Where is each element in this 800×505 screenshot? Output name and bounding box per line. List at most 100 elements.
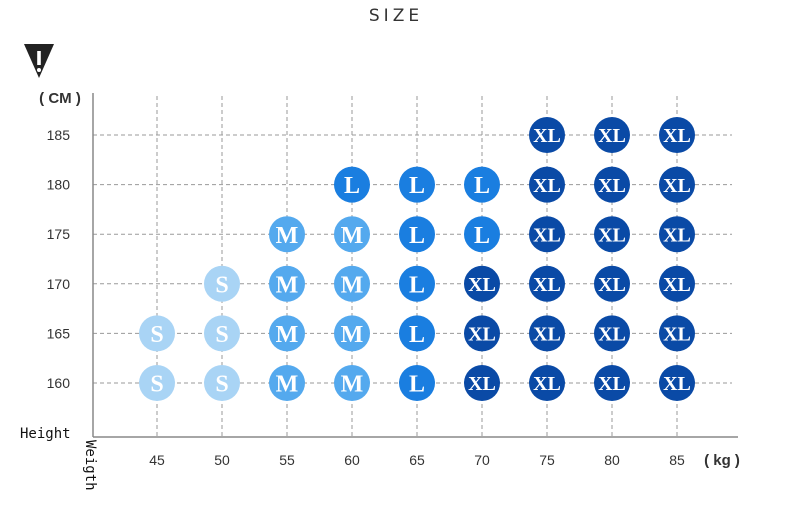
size-marker-label: S: [215, 322, 228, 348]
x-tick-labels: 45 50 55 60 65 70 75 80 85: [149, 452, 685, 468]
size-marker-circle: [399, 216, 435, 253]
size-marker-circle: [659, 216, 695, 253]
size-marker-label: L: [409, 372, 425, 398]
size-marker-label: XL: [598, 373, 626, 395]
size-marker-circle: [204, 265, 240, 302]
size-marker-circle: [139, 315, 175, 352]
size-marker-l: L: [399, 315, 435, 352]
size-marker-xl: XL: [659, 265, 695, 302]
x-tick-label: 85: [669, 452, 685, 468]
size-marker-xl: XL: [594, 315, 630, 352]
size-marker-s: S: [139, 315, 175, 352]
size-marker-xl: XL: [594, 365, 630, 401]
size-marker-circle: [659, 117, 695, 153]
size-marker-circle: [594, 365, 630, 401]
size-marker-label: XL: [533, 373, 561, 395]
size-marker-xl: XL: [659, 365, 695, 401]
size-marker-circle: [659, 265, 695, 302]
y-unit-label: ( CM ): [39, 90, 81, 107]
size-marker-label: L: [409, 322, 425, 348]
size-marker-label: XL: [533, 274, 561, 296]
size-marker-s: S: [139, 365, 175, 401]
size-marker-xl: XL: [529, 365, 565, 401]
size-marker-xl: XL: [594, 117, 630, 153]
size-marker-xl: XL: [529, 166, 565, 203]
size-marker-label: XL: [663, 224, 691, 246]
size-marker-m: M: [269, 216, 305, 253]
size-marker-circle: [594, 315, 630, 352]
size-marker-circle: [464, 315, 500, 352]
size-marker-l: L: [399, 365, 435, 401]
size-marker-label: XL: [533, 175, 561, 197]
y-tick-label: 180: [47, 177, 71, 193]
size-marker-circle: [594, 166, 630, 203]
size-marker-xl: XL: [464, 365, 500, 401]
size-marker-circle: [269, 365, 305, 401]
size-marker-circle: [464, 166, 500, 203]
size-marker-label: XL: [663, 274, 691, 296]
size-marker-label: L: [409, 272, 425, 298]
size-marker-circle: [399, 315, 435, 352]
size-marker-xl: XL: [659, 117, 695, 153]
size-marker-m: M: [334, 315, 370, 352]
size-marker-circle: [529, 365, 565, 401]
size-marker-label: L: [409, 223, 425, 249]
size-marker-circle: [529, 216, 565, 253]
size-marker-label: L: [344, 173, 360, 199]
size-marker-circle: [659, 365, 695, 401]
size-marker-circle: [464, 216, 500, 253]
size-marker-l: L: [399, 166, 435, 203]
size-marker-label: S: [150, 322, 163, 348]
size-marker-label: S: [215, 372, 228, 398]
size-marker-m: M: [269, 315, 305, 352]
size-marker-label: XL: [663, 373, 691, 395]
size-marker-label: M: [276, 223, 299, 249]
size-marker-xl: XL: [529, 265, 565, 302]
size-marker-s: S: [204, 315, 240, 352]
size-markers: S S M M L XL XL XL XLS S M M L XL XL XL XLS M M L XL XL XL XLM M…: [139, 117, 695, 401]
size-marker-label: S: [215, 272, 228, 298]
size-marker-xl: XL: [594, 166, 630, 203]
size-marker-label: XL: [663, 125, 691, 147]
size-marker-xl: XL: [659, 166, 695, 203]
size-marker-circle: [334, 166, 370, 203]
size-marker-l: L: [464, 216, 500, 253]
size-marker-circle: [269, 216, 305, 253]
y-tick-label: 165: [47, 325, 71, 341]
size-marker-label: XL: [468, 373, 496, 395]
size-marker-circle: [334, 216, 370, 253]
size-marker-label: L: [474, 173, 490, 199]
size-marker-label: XL: [663, 324, 691, 346]
y-tick-label: 185: [47, 127, 71, 143]
size-marker-circle: [204, 365, 240, 401]
x-tick-label: 45: [149, 452, 165, 468]
size-marker-m: M: [269, 365, 305, 401]
size-marker-label: M: [276, 272, 299, 298]
size-marker-label: M: [341, 322, 364, 348]
size-marker-l: L: [334, 166, 370, 203]
size-marker-label: M: [341, 223, 364, 249]
x-tick-label: 70: [474, 452, 490, 468]
size-marker-circle: [269, 315, 305, 352]
size-marker-circle: [464, 265, 500, 302]
size-marker-circle: [399, 265, 435, 302]
size-marker-label: XL: [663, 175, 691, 197]
y-tick-labels: 160 165 170 175 180 185: [47, 127, 71, 391]
warning-icon: [24, 44, 54, 78]
size-marker-circle: [594, 216, 630, 253]
size-marker-l: L: [399, 265, 435, 302]
size-marker-label: XL: [598, 324, 626, 346]
size-marker-label: XL: [598, 175, 626, 197]
size-marker-circle: [529, 265, 565, 302]
size-marker-label: XL: [598, 125, 626, 147]
size-marker-xl: XL: [529, 315, 565, 352]
size-marker-circle: [269, 265, 305, 302]
size-marker-m: M: [334, 365, 370, 401]
size-marker-circle: [334, 265, 370, 302]
size-marker-label: M: [341, 272, 364, 298]
size-marker-circle: [334, 365, 370, 401]
x-tick-label: 55: [279, 452, 295, 468]
size-marker-circle: [659, 166, 695, 203]
y-axis-label: Height: [20, 426, 71, 442]
